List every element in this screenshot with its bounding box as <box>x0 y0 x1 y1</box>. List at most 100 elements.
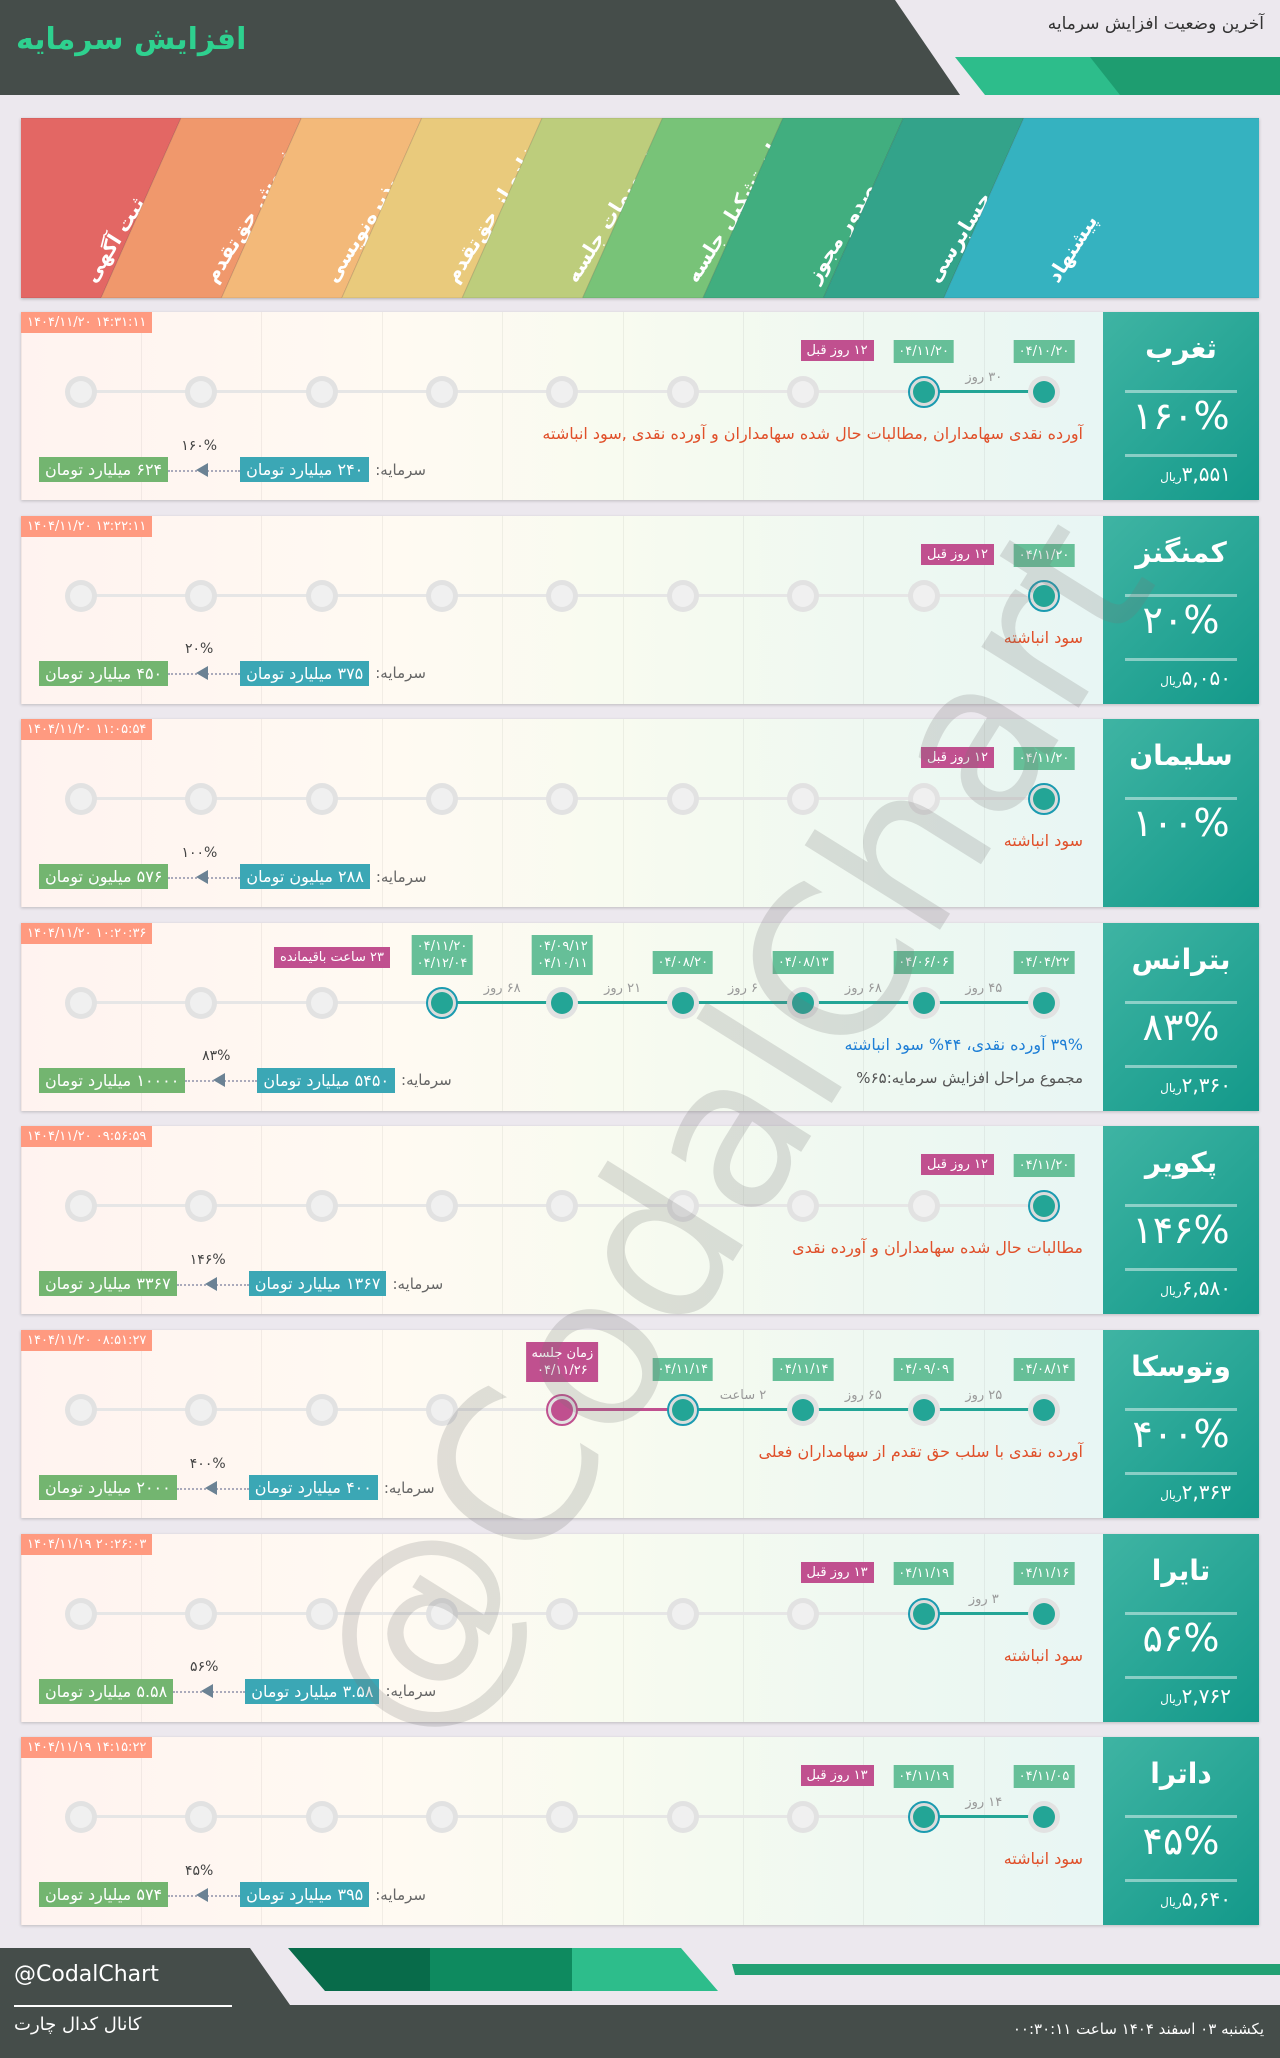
stage-dot[interactable] <box>64 783 97 816</box>
stage-dot[interactable] <box>907 1801 940 1834</box>
stage-dot[interactable] <box>546 376 579 408</box>
stock-row[interactable]: ۰۴/۰۸/۱۴ ۰۴/۰۹/۰۹ ۰۴/۱۱/۱۴ ۰۴/۱۱/۱۴ ۲۵ روز ۶۵… <box>21 1330 1259 1518</box>
stage-dot[interactable] <box>1028 1394 1060 1426</box>
column-divider <box>21 1737 22 1926</box>
stage-dot[interactable] <box>907 986 940 1019</box>
stage-dot[interactable] <box>305 986 338 1019</box>
stock-symbol[interactable]: پکویر <box>1144 1146 1218 1180</box>
stage-dot[interactable] <box>426 1597 458 1630</box>
stage-dot[interactable] <box>1028 1190 1060 1223</box>
stock-summary[interactable]: کمنگنز ۲۰% ۵,۰۵۰ریال <box>1103 515 1259 704</box>
stock-symbol[interactable]: وتوسکا <box>1131 1350 1231 1383</box>
stage-dot[interactable] <box>907 376 940 408</box>
stage-dot[interactable] <box>426 1394 458 1426</box>
stage-dot[interactable] <box>787 579 820 612</box>
stock-symbol[interactable]: سلیمان <box>1129 739 1233 773</box>
footer-handle[interactable]: @CodalChart <box>14 1962 159 1987</box>
stage-dot[interactable] <box>787 1394 820 1426</box>
stock-summary[interactable]: وتوسکا ۴۰۰% ۲,۳۶۳ریال <box>1103 1330 1259 1518</box>
stage-dot[interactable] <box>426 986 458 1019</box>
capital-label: سرمایه: <box>392 1274 444 1293</box>
stock-row[interactable]: ۰۴/۱۱/۲۰ ۱۲ روز قبل سود انباشته ۱۴۰۴/۱۱/۲۰ … <box>21 515 1259 704</box>
stage-dot[interactable] <box>305 783 338 816</box>
stage-dot[interactable] <box>426 376 458 408</box>
stage-dot[interactable] <box>546 783 579 816</box>
stage-dot[interactable] <box>546 1394 579 1426</box>
stage-dot[interactable] <box>666 783 699 816</box>
stock-symbol[interactable]: کمنگنز <box>1135 535 1227 569</box>
stage-dot[interactable] <box>305 1394 338 1426</box>
stock-row[interactable]: ۰۴/۱۱/۰۵ ۰۴/۱۱/۱۹ ۱۴ روز ۱۳ روز قبل سود انبا… <box>21 1737 1259 1926</box>
stage-dot[interactable] <box>1028 376 1060 408</box>
stage-dot[interactable] <box>426 1190 458 1223</box>
stage-dot[interactable] <box>64 579 97 612</box>
stage-dot[interactable] <box>185 376 218 408</box>
stage-dot[interactable] <box>185 1801 218 1834</box>
stage-dot[interactable] <box>64 1190 97 1223</box>
stage-dot[interactable] <box>426 783 458 816</box>
stage-dot[interactable] <box>787 783 820 816</box>
stage-dot[interactable] <box>666 1597 699 1630</box>
stage-dot[interactable] <box>185 579 218 612</box>
stage-dot[interactable] <box>305 579 338 612</box>
stage-dot[interactable] <box>185 1394 218 1426</box>
stock-summary[interactable]: ثغرب ۱۶۰% ۳,۵۵۱ریال <box>1103 312 1259 500</box>
stage-dot[interactable] <box>907 783 940 816</box>
stage-dot[interactable] <box>907 1394 940 1426</box>
stock-row[interactable]: ۰۴/۱۰/۲۰ ۰۴/۱۱/۲۰ ۳۰ روز ۱۲ روز قبل آورده نق… <box>21 312 1259 500</box>
stage-dot[interactable] <box>546 1801 579 1834</box>
stage-dot[interactable] <box>1028 783 1060 816</box>
stage-dot[interactable] <box>666 1394 699 1426</box>
stage-dot[interactable] <box>185 986 218 1019</box>
stage-dot[interactable] <box>64 1597 97 1630</box>
stage-dot[interactable] <box>64 986 97 1019</box>
stage-dot[interactable] <box>787 376 820 408</box>
stock-summary[interactable]: تایرا ۵۶% ۲,۷۶۲ریال <box>1103 1533 1259 1722</box>
stage-dot[interactable] <box>185 1190 218 1223</box>
stock-summary[interactable]: پکویر ۱۴۶% ۶,۵۸۰ریال <box>1103 1126 1259 1315</box>
stage-dot[interactable] <box>1028 1597 1060 1630</box>
stage-dot-fill <box>912 584 935 607</box>
stock-row[interactable]: ۰۴/۰۴/۲۲ ۰۴/۰۶/۰۶ ۰۴/۰۸/۱۳ ۰۴/۰۸/۲۰ ۰۴/۰۹/۱۲… <box>21 922 1259 1111</box>
stage-dot[interactable] <box>305 1190 338 1223</box>
stage-dot[interactable] <box>426 1801 458 1834</box>
stage-dot[interactable] <box>426 579 458 612</box>
stage-dot[interactable] <box>546 579 579 612</box>
stock-symbol[interactable]: داترا <box>1150 1757 1212 1791</box>
stock-summary[interactable]: سلیمان ۱۰۰% <box>1103 719 1259 908</box>
stage-dot[interactable] <box>666 1190 699 1223</box>
stock-row[interactable]: ۰۴/۱۱/۲۰ ۱۲ روز قبل سود انباشته ۱۴۰۴/۱۱/۲۰ … <box>21 719 1259 908</box>
stage-dot[interactable] <box>546 1597 579 1630</box>
stage-dot[interactable] <box>787 1597 820 1630</box>
stage-dot[interactable] <box>787 986 820 1019</box>
stage-dot[interactable] <box>305 1597 338 1630</box>
stock-symbol[interactable]: بترانس <box>1131 942 1231 976</box>
stage-dot[interactable] <box>546 986 579 1019</box>
stock-symbol[interactable]: ثغرب <box>1145 332 1217 365</box>
stage-dot[interactable] <box>666 376 699 408</box>
stage-dot[interactable] <box>907 579 940 612</box>
stock-summary[interactable]: داترا ۴۵% ۵,۶۴۰ریال <box>1103 1737 1259 1926</box>
stock-row[interactable]: ۰۴/۱۱/۱۶ ۰۴/۱۱/۱۹ ۳ روز ۱۳ روز قبل سود انباش… <box>21 1533 1259 1722</box>
stage-dot[interactable] <box>1028 1801 1060 1834</box>
stage-dot[interactable] <box>1028 986 1060 1019</box>
stage-dot[interactable] <box>787 1801 820 1834</box>
stock-symbol[interactable]: تایرا <box>1151 1553 1211 1587</box>
stage-dot[interactable] <box>666 986 699 1019</box>
stage-dot[interactable] <box>1028 579 1060 612</box>
stage-dot[interactable] <box>64 376 97 408</box>
stage-dot[interactable] <box>666 579 699 612</box>
stage-dot[interactable] <box>305 1801 338 1834</box>
stage-dot[interactable] <box>546 1190 579 1223</box>
stage-dot[interactable] <box>185 783 218 816</box>
stock-row[interactable]: ۰۴/۱۱/۲۰ ۱۲ روز قبل مطالبات حال شده سهامدا… <box>21 1126 1259 1315</box>
stage-dot[interactable] <box>787 1190 820 1223</box>
stage-dot[interactable] <box>305 376 338 408</box>
stage-dot[interactable] <box>907 1597 940 1630</box>
stage-dot[interactable] <box>64 1801 97 1834</box>
stage-dot[interactable] <box>64 1394 97 1426</box>
stage-dot[interactable] <box>666 1801 699 1834</box>
stock-summary[interactable]: بترانس ۸۳% ۲,۳۶۰ریال <box>1103 922 1259 1111</box>
stage-dot[interactable] <box>185 1597 218 1630</box>
stage-dot[interactable] <box>907 1190 940 1223</box>
